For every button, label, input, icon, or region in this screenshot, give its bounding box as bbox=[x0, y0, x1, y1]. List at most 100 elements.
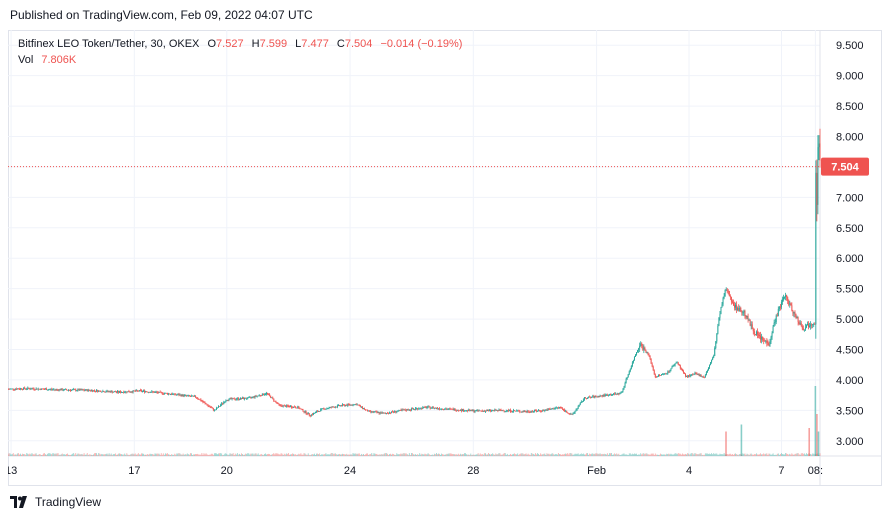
candle-body bbox=[253, 396, 255, 398]
candle-body bbox=[176, 394, 178, 396]
candle-body bbox=[281, 405, 283, 407]
candle-body bbox=[40, 388, 42, 390]
volume-bar bbox=[218, 453, 219, 456]
volume-bar bbox=[148, 454, 150, 456]
volume-bar bbox=[399, 454, 401, 456]
candle-body bbox=[564, 409, 566, 412]
candle-body bbox=[447, 409, 449, 410]
volume-bar bbox=[252, 453, 254, 456]
candle-body bbox=[624, 382, 626, 387]
volume-value: 7.806K bbox=[41, 54, 77, 66]
candle-body bbox=[256, 395, 258, 397]
candle-body bbox=[139, 390, 141, 391]
y-tick-label: 8.000 bbox=[836, 132, 864, 144]
candle-body bbox=[267, 393, 269, 394]
volume-bar bbox=[258, 454, 260, 456]
volume-bar bbox=[756, 453, 757, 456]
volume-bar bbox=[70, 454, 71, 456]
candle-body bbox=[208, 405, 210, 407]
candle-body bbox=[525, 411, 527, 413]
volume-bar bbox=[631, 453, 633, 456]
volume-bar bbox=[561, 454, 562, 456]
candle-body bbox=[488, 410, 490, 411]
candle-body bbox=[492, 410, 494, 412]
volume-bar bbox=[440, 454, 441, 456]
volume-bar bbox=[340, 454, 341, 456]
x-tick-label: 7 bbox=[778, 465, 784, 477]
volume-bar bbox=[480, 454, 482, 456]
candle-body bbox=[289, 406, 291, 408]
volume-bar bbox=[291, 454, 292, 456]
candle-body bbox=[232, 398, 234, 400]
candle-body bbox=[420, 407, 422, 409]
volume-bar bbox=[311, 454, 313, 456]
candle-body bbox=[554, 408, 556, 409]
volume-bar bbox=[810, 453, 812, 456]
footer-brand[interactable]: TradingView bbox=[10, 495, 101, 509]
current-price-label: 7.504 bbox=[831, 162, 859, 174]
candle-body bbox=[711, 359, 713, 363]
candle-body bbox=[431, 407, 433, 408]
volume-bar bbox=[566, 453, 568, 456]
volume-bar bbox=[183, 454, 185, 456]
volume-bar bbox=[779, 454, 781, 456]
volume-bar bbox=[151, 453, 153, 456]
candle-body bbox=[300, 408, 302, 410]
candle-body bbox=[368, 410, 370, 412]
volume-bar bbox=[290, 454, 291, 456]
candle-body bbox=[780, 301, 782, 308]
volume-bar bbox=[20, 453, 21, 456]
candle-body bbox=[455, 410, 457, 412]
volume-bar bbox=[199, 454, 201, 456]
volume-bar bbox=[280, 453, 282, 456]
candle-body bbox=[344, 404, 346, 406]
volume-bar bbox=[695, 453, 697, 456]
volume-bar bbox=[513, 453, 514, 456]
volume-bar bbox=[294, 454, 296, 456]
volume-bar bbox=[773, 454, 775, 456]
candle-body bbox=[800, 322, 802, 326]
candle-body bbox=[355, 404, 357, 406]
volume-bar bbox=[383, 453, 385, 456]
volume-bar bbox=[235, 454, 237, 456]
volume-bar bbox=[488, 453, 489, 456]
volume-bar bbox=[77, 453, 79, 456]
volume-bar bbox=[204, 454, 206, 456]
candle-body bbox=[182, 394, 184, 397]
volume-bar bbox=[682, 453, 683, 456]
candle-body bbox=[116, 391, 118, 393]
candle-body bbox=[17, 388, 19, 390]
volume-bar bbox=[581, 453, 583, 456]
candle-body bbox=[131, 391, 133, 393]
volume-bar bbox=[533, 454, 535, 456]
candle-body bbox=[726, 289, 728, 291]
candle-body bbox=[476, 409, 478, 411]
candle-body bbox=[42, 388, 44, 390]
volume-bar bbox=[119, 453, 120, 456]
volume-bar bbox=[464, 453, 465, 456]
volume-bar bbox=[141, 453, 142, 456]
candle-body bbox=[313, 413, 315, 414]
volume-bar bbox=[35, 453, 37, 456]
price-chart[interactable]: 3.0003.5004.0004.5005.0005.5006.0006.500… bbox=[8, 30, 882, 486]
volume-bar bbox=[287, 453, 289, 456]
candle-body bbox=[685, 373, 687, 377]
volume-bar bbox=[332, 453, 334, 456]
ohlc-line: Bitfinex LEO Token/Tether, 30, OKEX O7.5… bbox=[18, 36, 462, 52]
candle-body bbox=[296, 407, 298, 409]
volume-bar bbox=[279, 454, 281, 456]
volume-bar bbox=[182, 453, 184, 456]
candle-body bbox=[50, 389, 52, 390]
volume-bar bbox=[328, 454, 330, 456]
volume-bar bbox=[344, 454, 346, 456]
candle-body bbox=[520, 411, 522, 413]
volume-bar bbox=[403, 453, 405, 456]
candle-body bbox=[557, 407, 559, 409]
volume-bar bbox=[806, 453, 807, 456]
volume-bar bbox=[647, 454, 649, 456]
volume-bar bbox=[333, 453, 335, 456]
candle-body bbox=[629, 369, 631, 372]
candle-body bbox=[729, 296, 731, 298]
volume-bar bbox=[138, 454, 140, 456]
close-label: C bbox=[336, 38, 345, 50]
